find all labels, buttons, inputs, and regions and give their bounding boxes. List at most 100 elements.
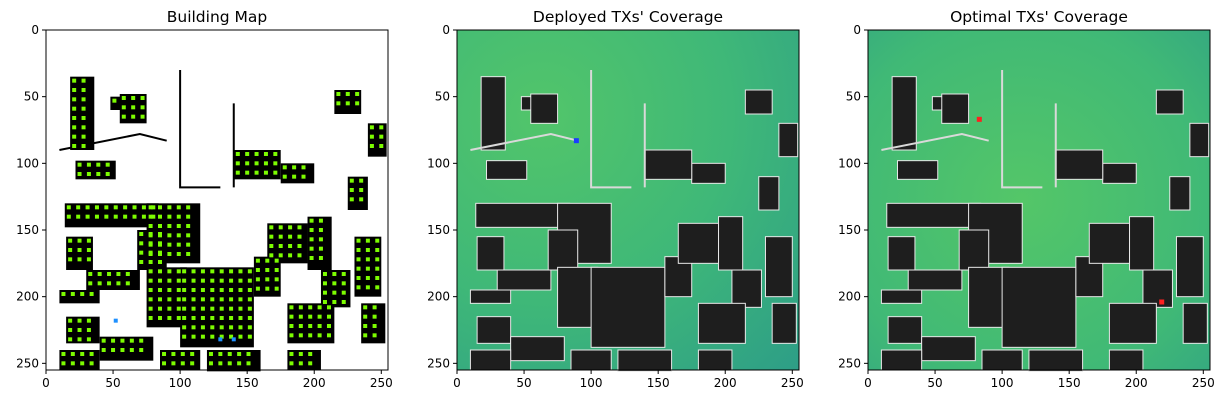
candidate-site: [308, 333, 313, 338]
candidate-site: [322, 281, 327, 286]
candidate-site: [76, 205, 81, 210]
candidate-site: [219, 334, 224, 339]
candidate-site: [176, 269, 181, 274]
candidate-site: [356, 257, 361, 262]
candidate-site: [158, 241, 162, 246]
candidate-site: [210, 316, 215, 320]
candidate-site: [318, 218, 323, 223]
candidate-site: [86, 248, 91, 252]
candidate-site: [297, 244, 302, 248]
candidate-site: [141, 205, 146, 210]
candidate-site: [375, 257, 380, 262]
candidate-site: [365, 257, 370, 262]
candidate-site: [200, 288, 205, 292]
candidate-site: [332, 281, 337, 286]
candidate-site: [171, 352, 176, 356]
candidate-site: [341, 281, 346, 286]
wall-line: [881, 70, 1057, 189]
candidate-site: [336, 92, 341, 96]
y-tick-label: 200: [16, 290, 39, 304]
wall-line: [59, 70, 235, 189]
building: [86, 270, 140, 290]
candidate-site: [139, 241, 144, 246]
candidate-site: [219, 269, 224, 274]
candidate-site: [341, 300, 346, 304]
candidate-site: [326, 314, 331, 319]
x-tick-label: 250: [1192, 376, 1215, 390]
candidate-site: [121, 105, 126, 110]
candidate-site: [369, 144, 374, 148]
candidate-site: [88, 272, 93, 276]
building: [59, 350, 100, 370]
candidate-site: [359, 197, 364, 202]
candidate-site: [72, 88, 77, 92]
building: [475, 202, 571, 228]
candidate-site: [210, 325, 215, 330]
candidate-site: [265, 286, 270, 291]
building: [941, 93, 970, 124]
candidate-site: [282, 174, 287, 179]
candidate-site: [148, 224, 153, 228]
y-tick-label: 0: [31, 23, 39, 37]
candidate-site: [180, 352, 185, 356]
candidate-site: [210, 269, 215, 274]
candidate-site: [200, 316, 205, 320]
candidate-site: [141, 214, 146, 219]
candidate-site: [278, 234, 283, 239]
candidate-site: [190, 361, 195, 366]
building: [480, 76, 506, 151]
candidate-site: [317, 324, 322, 328]
candidate-site: [158, 224, 162, 228]
candidate-site: [191, 269, 196, 274]
building: [764, 236, 793, 298]
candidate-site: [101, 338, 106, 343]
candidate-site: [176, 306, 181, 311]
y-tick-label: 200: [838, 290, 861, 304]
candidate-site: [176, 316, 181, 320]
candidate-site: [309, 256, 314, 260]
candidate-site: [227, 361, 232, 366]
candidate-site: [246, 361, 251, 366]
candidate-site: [113, 214, 118, 219]
candidate-site: [288, 253, 293, 258]
candidate-site: [309, 218, 314, 223]
x-tick-label: 0: [453, 376, 461, 390]
candidate-site: [238, 316, 243, 320]
candidate-site: [289, 333, 294, 338]
candidate-site: [132, 214, 137, 219]
candidate-site: [186, 224, 191, 228]
candidate-site: [218, 361, 223, 366]
candidate-site: [297, 234, 302, 239]
candidate-site: [298, 324, 303, 328]
candidate-site: [254, 152, 259, 156]
candidate-site: [77, 238, 82, 243]
candidate-site: [273, 152, 278, 156]
candidate-site: [86, 318, 91, 323]
candidate-site: [289, 361, 294, 366]
candidate-site: [167, 242, 172, 247]
candidate-site: [162, 352, 167, 356]
candidate-site: [379, 125, 384, 130]
candidate-site: [107, 272, 112, 276]
candidate-site: [171, 361, 176, 366]
candidate-site: [229, 316, 234, 320]
candidate-site: [365, 248, 370, 252]
building: [1189, 122, 1210, 158]
building: [958, 229, 990, 271]
x-tick-label: 50: [516, 376, 531, 390]
candidate-site: [247, 316, 252, 320]
candidate-site: [332, 272, 337, 276]
candidate-site: [219, 278, 224, 283]
candidate-site: [61, 292, 66, 296]
candidate-site: [162, 361, 167, 366]
candidate-site: [77, 337, 82, 342]
candidate-site: [85, 205, 90, 210]
y-tick-label: 0: [442, 23, 450, 37]
candidate-site: [129, 338, 134, 343]
candidate-site: [269, 225, 274, 230]
x-tick-label: 250: [781, 376, 804, 390]
candidate-site: [255, 258, 260, 263]
building: [530, 93, 559, 124]
candidate-site: [107, 281, 112, 286]
candidate-site: [363, 305, 368, 310]
